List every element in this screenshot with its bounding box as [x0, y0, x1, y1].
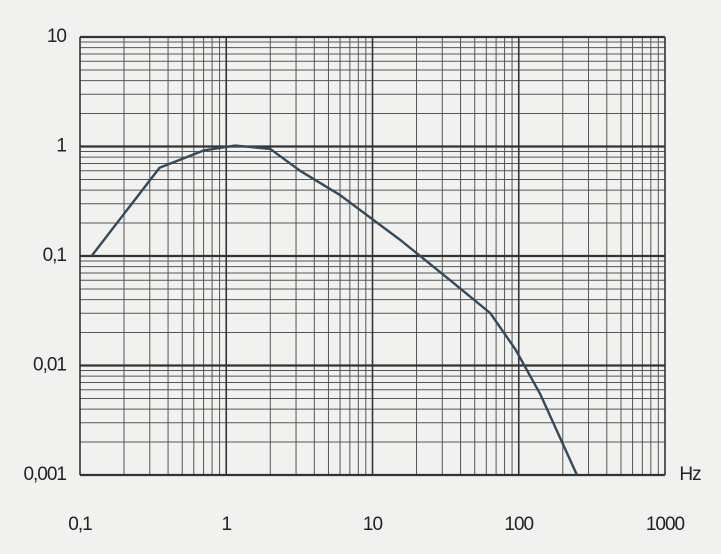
data-line [90, 144, 579, 476]
x-axis-label: Hz [679, 464, 701, 485]
y-tick-label: 0,001 [23, 464, 66, 485]
y-tick-label: 0,1 [43, 245, 67, 266]
y-tick-label: 10 [47, 26, 67, 47]
y-tick-label: 1 [56, 136, 66, 157]
x-tick-label: 1 [221, 514, 231, 535]
y-tick-label: 0,01 [33, 355, 66, 376]
x-tick-label: 0,1 [68, 514, 92, 535]
x-tick-label: 100 [504, 514, 533, 535]
x-tick-label: 10 [363, 514, 383, 535]
x-tick-label: 1000 [646, 514, 685, 535]
